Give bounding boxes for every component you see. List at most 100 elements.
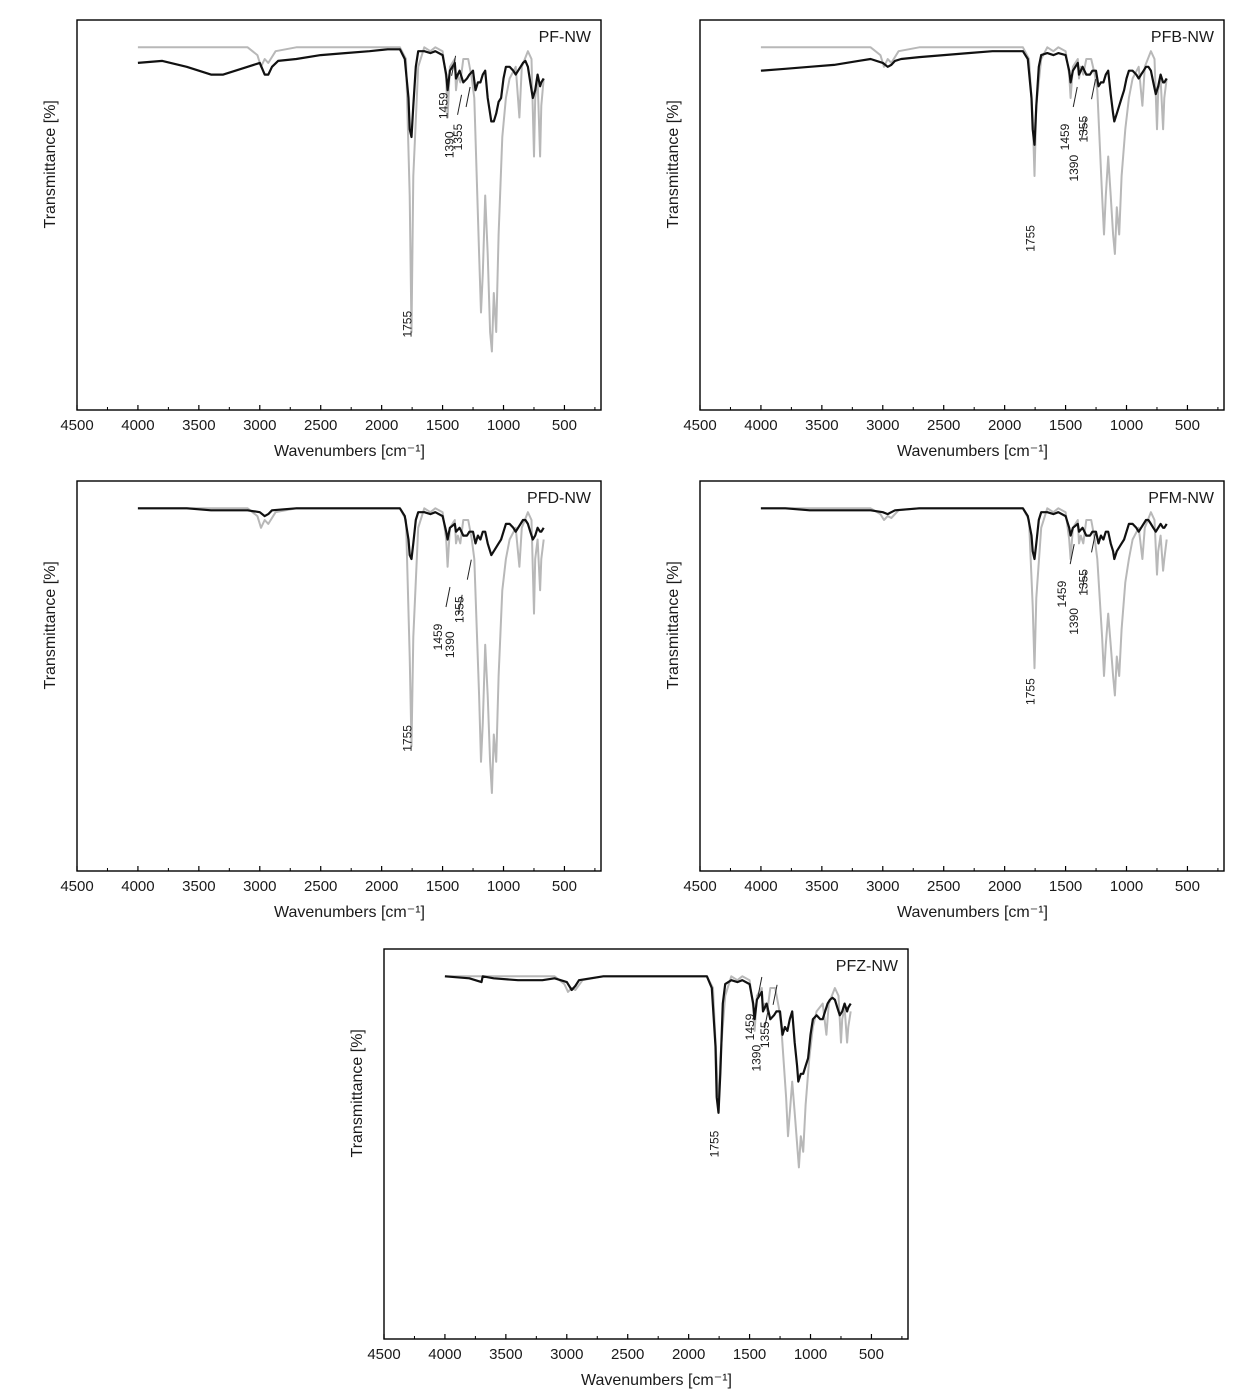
x-tick-label: 500 (1175, 878, 1200, 895)
x-tick-label: 4000 (744, 417, 777, 434)
x-tick-label: 4500 (683, 878, 716, 895)
x-tick-label: 1000 (487, 417, 520, 434)
x-tick-label: 500 (552, 878, 577, 895)
x-tick-label: 4500 (60, 878, 93, 895)
peak-label-1459: 1459 (1055, 580, 1069, 607)
x-tick-label: 2500 (927, 417, 960, 434)
x-tick-label: 500 (1175, 417, 1200, 434)
spectrum-line-black (760, 507, 1168, 561)
x-tick-label: 1500 (426, 878, 459, 895)
peak-arrow (466, 559, 472, 580)
peak-label-1755: 1755 (708, 1130, 722, 1157)
panel-title: PFZ-NW (836, 958, 899, 975)
x-tick-label: 4000 (428, 1346, 461, 1363)
peak-label-1459: 1459 (431, 623, 445, 650)
x-tick-label: 500 (552, 417, 577, 434)
plot-frame (699, 480, 1225, 872)
y-axis-label: Transmittance [%] (665, 100, 682, 228)
x-tick-label: 4500 (683, 417, 716, 434)
x-tick-label: 3500 (182, 878, 215, 895)
x-tick-label: 1500 (1049, 417, 1082, 434)
peak-label-1459: 1459 (743, 1013, 757, 1040)
x-axis-label: Wavenumbers [cm⁻¹] (897, 904, 1048, 921)
spectrum-line-gray (137, 46, 545, 353)
panel-title: PFM-NW (1148, 490, 1215, 507)
peak-label-1390: 1390 (750, 1045, 764, 1072)
x-tick-label: 4000 (121, 878, 154, 895)
x-tick-label: 3500 (489, 1346, 522, 1363)
peak-label-1755: 1755 (401, 725, 415, 752)
peak-label-1459: 1459 (437, 92, 451, 119)
peak-label-1755: 1755 (401, 311, 415, 338)
peak-label-1390: 1390 (443, 631, 457, 658)
peak-arrow (1091, 532, 1097, 553)
x-tick-label: 1000 (1110, 417, 1143, 434)
x-tick-label: 4500 (367, 1346, 400, 1363)
x-tick-label: 1500 (733, 1346, 766, 1363)
peak-arrow (457, 94, 463, 115)
peak-arrow (757, 976, 763, 998)
x-tick-label: 1000 (1110, 878, 1143, 895)
chart-panel-3: 4500 4000 3500 3000 2500 2000 1500 1000 500 Waven… (42, 480, 602, 921)
peak-arrow (451, 55, 457, 76)
x-tick-label: 2000 (988, 878, 1021, 895)
x-tick-label: 2500 (611, 1346, 644, 1363)
peak-label-1390: 1390 (1067, 155, 1081, 182)
chart-panel-2: 4500 4000 3500 3000 2500 2000 1500 1000 500 Waven… (665, 19, 1225, 460)
peak-arrow (1091, 79, 1097, 100)
x-tick-label: 2500 (304, 417, 337, 434)
peak-label-1355: 1355 (1077, 116, 1091, 143)
x-tick-label: 3500 (182, 417, 215, 434)
spectrum-line-black (137, 507, 545, 561)
peak-label-1355: 1355 (1077, 569, 1091, 596)
panel-title: PF-NW (539, 29, 592, 46)
peak-arrow (1069, 544, 1075, 565)
x-tick-label: 4500 (60, 417, 93, 434)
plot-frame (699, 19, 1225, 411)
x-tick-label: 1500 (426, 417, 459, 434)
peak-arrow (445, 586, 451, 608)
panel-title: PFD-NW (527, 490, 592, 507)
peak-label-1390: 1390 (1067, 608, 1081, 635)
x-tick-label: 2000 (988, 417, 1021, 434)
spectrum-line-black (137, 48, 545, 139)
x-tick-label: 1000 (487, 878, 520, 895)
spectrum-line-black (760, 50, 1168, 146)
chart-panel-4: 4500 4000 3500 3000 2500 2000 1500 1000 500 Waven… (665, 480, 1225, 921)
peak-label-1355: 1355 (452, 596, 466, 623)
chart-panel-1: 4500 4000 3500 3000 2500 2000 1500 1000 500 Waven… (42, 19, 602, 460)
peak-label-1355: 1355 (758, 1021, 772, 1048)
x-axis-label: Wavenumbers [cm⁻¹] (274, 904, 425, 921)
plot-frame (383, 948, 909, 1340)
y-axis-label: Transmittance [%] (349, 1029, 366, 1157)
panel-title: PFB-NW (1151, 29, 1215, 46)
x-axis-label: Wavenumbers [cm⁻¹] (581, 1372, 732, 1389)
x-axis-label: Wavenumbers [cm⁻¹] (274, 443, 425, 460)
peak-label-1459: 1459 (1058, 123, 1072, 150)
x-axis-label: Wavenumbers [cm⁻¹] (897, 443, 1048, 460)
peak-arrow (772, 984, 778, 1005)
x-tick-label: 3000 (866, 417, 899, 434)
peak-label-1755: 1755 (1024, 225, 1038, 252)
x-tick-label: 3000 (243, 878, 276, 895)
x-tick-label: 2000 (672, 1346, 705, 1363)
x-tick-label: 4000 (121, 417, 154, 434)
x-tick-label: 3500 (805, 878, 838, 895)
spectrum-line-gray (760, 46, 1168, 255)
peak-arrow (465, 86, 471, 108)
peak-label-1355: 1355 (451, 123, 465, 150)
x-tick-label: 2000 (365, 417, 398, 434)
x-tick-label: 1500 (1049, 878, 1082, 895)
y-axis-label: Transmittance [%] (665, 561, 682, 689)
x-tick-label: 3000 (243, 417, 276, 434)
x-tick-label: 500 (859, 1346, 884, 1363)
x-tick-label: 2000 (365, 878, 398, 895)
x-tick-label: 4000 (744, 878, 777, 895)
chart-panel-5: 4500 4000 3500 3000 2500 2000 1500 1000 500 Waven… (349, 948, 909, 1389)
y-axis-label: Transmittance [%] (42, 100, 59, 228)
peak-label-1755: 1755 (1024, 678, 1038, 705)
peak-arrow (764, 1008, 770, 1029)
x-tick-label: 3000 (866, 878, 899, 895)
plot-frame (76, 19, 602, 411)
